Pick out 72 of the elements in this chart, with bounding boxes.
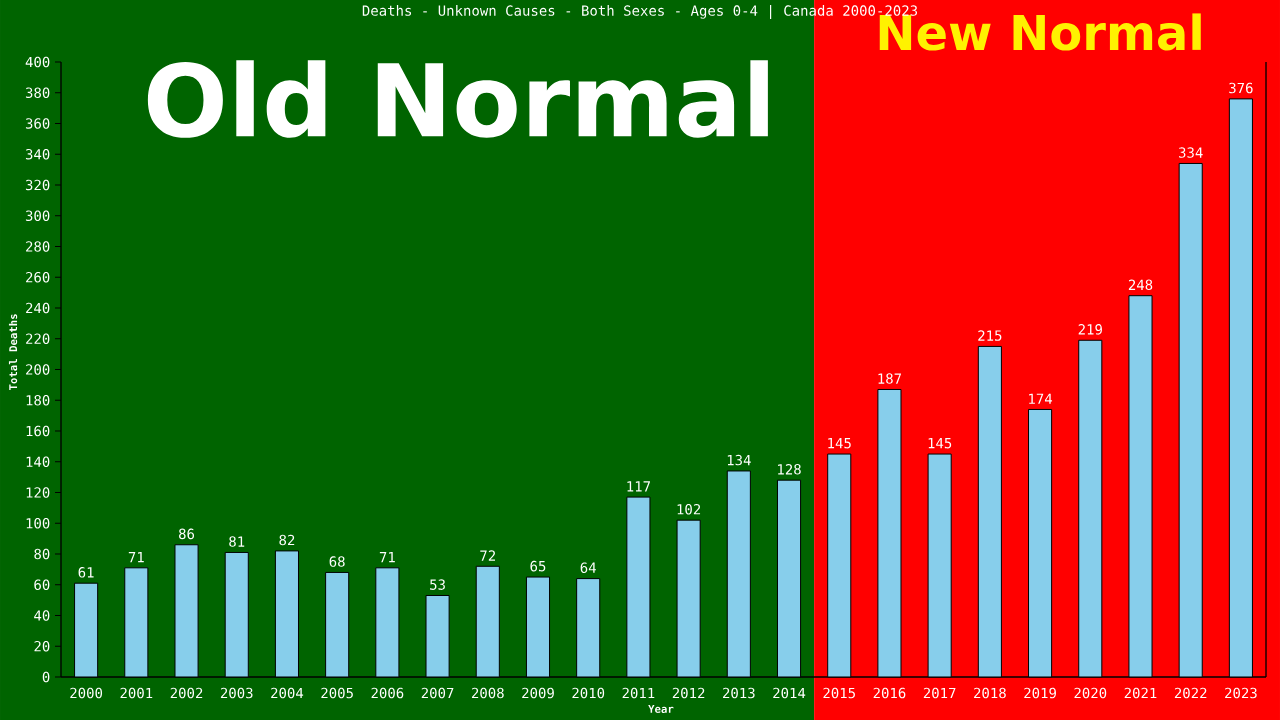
data-label: 64 — [580, 562, 596, 573]
y-tick-label: 160 — [26, 425, 50, 437]
x-tick-label: 2007 — [421, 687, 454, 699]
data-label: 117 — [627, 481, 650, 492]
x-tick-label: 2015 — [823, 687, 855, 699]
data-label: 102 — [677, 503, 701, 515]
x-tick-label: 2018 — [974, 687, 1006, 699]
data-label: 81 — [229, 536, 245, 547]
x-tick-label: 2003 — [220, 687, 253, 699]
x-tick-label: 2019 — [1024, 687, 1056, 699]
y-axis-title: Total Deaths — [8, 314, 18, 391]
y-tick-label: 380 — [25, 87, 50, 99]
y-tick-label: 220 — [26, 333, 50, 345]
x-tick-label: 2011 — [622, 687, 655, 699]
x-tick-label: 2009 — [522, 687, 554, 699]
x-tick-label: 2002 — [170, 687, 203, 699]
y-tick-label: 120 — [26, 487, 50, 498]
x-tick-label: 2022 — [1174, 687, 1207, 699]
x-tick-label: 2020 — [1074, 687, 1107, 699]
y-tick-label: 0 — [42, 671, 50, 683]
x-tick-label: 2023 — [1225, 687, 1257, 699]
data-label: 82 — [279, 534, 295, 546]
x-tick-label: 2014 — [773, 687, 806, 699]
y-tick-label: 100 — [26, 517, 50, 529]
x-tick-label: 2001 — [120, 687, 153, 699]
x-axis-title: Year — [648, 705, 674, 713]
data-label: 71 — [128, 552, 144, 563]
data-label: 145 — [928, 438, 952, 449]
x-tick-label: 2008 — [471, 687, 504, 699]
x-tick-label: 2013 — [723, 687, 755, 699]
y-tick-label: 60 — [34, 579, 50, 591]
x-tick-label: 2012 — [672, 687, 705, 699]
x-tick-label: 2021 — [1124, 687, 1157, 699]
data-label: 145 — [828, 438, 851, 449]
data-label: 187 — [878, 373, 902, 384]
x-tick-label: 2004 — [271, 687, 304, 699]
data-label: 219 — [1078, 324, 1102, 335]
data-label: 376 — [1229, 82, 1253, 94]
data-label: 174 — [1029, 393, 1053, 404]
x-tick-label: 2017 — [923, 687, 956, 699]
data-label: 248 — [1128, 279, 1153, 291]
data-label: 72 — [480, 550, 496, 561]
y-tick-label: 20 — [34, 640, 50, 652]
data-label: 53 — [430, 579, 445, 590]
y-tick-label: 400 — [25, 56, 50, 68]
x-tick-label: 2005 — [321, 687, 353, 699]
y-tick-label: 260 — [26, 271, 50, 283]
y-tick-label: 200 — [26, 364, 50, 375]
y-tick-label: 140 — [26, 456, 50, 468]
data-label: 128 — [778, 463, 801, 475]
data-label: 86 — [179, 528, 195, 540]
data-label: 68 — [329, 556, 345, 567]
y-tick-label: 340 — [25, 148, 50, 160]
y-tick-label: 320 — [25, 179, 50, 191]
y-tick-label: 180 — [26, 394, 50, 406]
x-tick-label: 2016 — [873, 687, 906, 699]
data-label: 215 — [978, 330, 1002, 341]
data-label: 71 — [379, 552, 395, 563]
data-label: 134 — [727, 454, 751, 466]
data-label: 334 — [1178, 147, 1203, 158]
data-label: 65 — [530, 560, 546, 572]
x-tick-label: 2010 — [572, 687, 605, 699]
band-label: Old Normal — [147, 60, 768, 138]
y-tick-label: 80 — [34, 548, 50, 560]
data-label: 61 — [78, 567, 94, 578]
y-tick-label: 300 — [25, 210, 50, 222]
y-tick-label: 280 — [26, 241, 50, 252]
x-tick-label: 2006 — [371, 687, 404, 699]
x-tick-label: 2000 — [70, 687, 103, 699]
y-tick-label: 240 — [26, 302, 50, 314]
y-tick-label: 40 — [34, 610, 50, 621]
y-tick-label: 360 — [25, 118, 50, 129]
